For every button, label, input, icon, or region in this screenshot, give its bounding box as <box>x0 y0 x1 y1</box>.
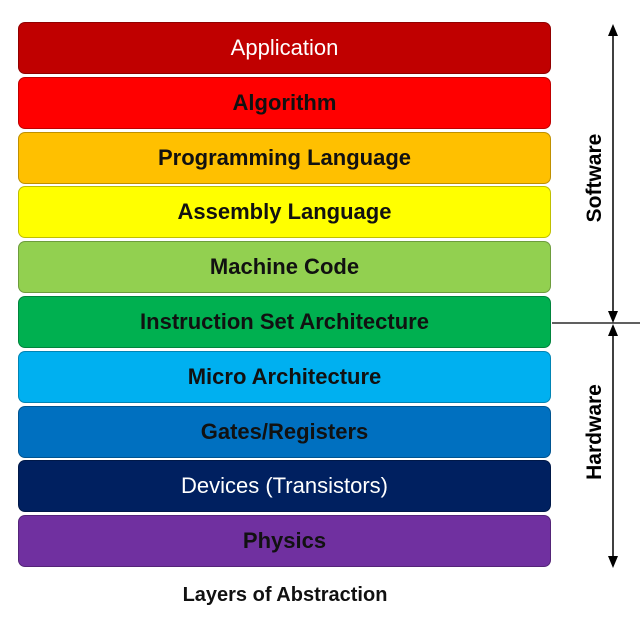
layer-label: Micro Architecture <box>187 363 382 389</box>
layer-label: Physics <box>242 528 327 554</box>
layer-label: Machine Code <box>209 254 360 280</box>
layer-instruction-set-architecture: Instruction Set Architecture <box>18 296 551 348</box>
hardware-label: Hardware <box>583 384 606 480</box>
diagram-caption: Layers of Abstraction <box>182 584 388 606</box>
layer-label: Application <box>230 35 339 60</box>
layer-label: Gates/Registers <box>200 418 369 444</box>
layer-gates-registers: Gates/Registers <box>18 405 551 458</box>
layer-label: Assembly Language <box>177 199 392 225</box>
layer-programming-language: Programming Language <box>18 131 551 184</box>
layer-label: Algorithm <box>232 89 337 115</box>
hardware-double-arrow <box>608 324 618 568</box>
layer-label: Programming Language <box>157 144 412 170</box>
layer-devices-transistors: Devices (Transistors) <box>18 460 551 513</box>
layer-label: Devices (Transistors) <box>181 473 388 499</box>
layer-micro-architecture: Micro Architecture <box>18 350 551 403</box>
software-label: Software <box>583 133 606 223</box>
software-double-arrow <box>608 24 618 323</box>
layer-machine-code: Machine Code <box>18 241 551 294</box>
layer-physics: Physics <box>18 515 551 568</box>
layer-algorithm: Algorithm <box>18 76 551 129</box>
layer-assembly-language: Assembly Language <box>18 186 551 239</box>
layer-application: Application <box>18 22 551 74</box>
layer-label: Instruction Set Architecture <box>140 309 429 334</box>
